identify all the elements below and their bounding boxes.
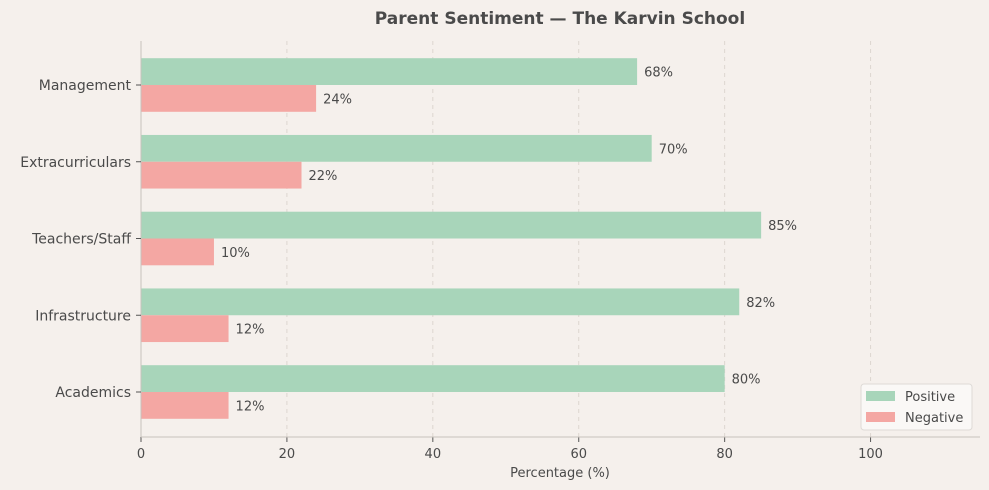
x-tick-label: 40 — [425, 447, 442, 462]
legend: Positive Negative — [860, 383, 973, 431]
data-label: 85% — [768, 219, 797, 234]
legend-swatch — [866, 412, 895, 422]
data-label: 82% — [746, 296, 775, 311]
legend-swatch — [866, 391, 895, 401]
y-tick-label: Infrastructure — [35, 308, 131, 324]
chart-title: Parent Sentiment — The Karvin School — [375, 9, 745, 29]
bar-positive — [141, 365, 725, 392]
bar-negative — [141, 238, 214, 266]
y-tick-label: Teachers/Staff — [31, 232, 131, 248]
data-label: 68% — [644, 66, 673, 81]
y-tick-label: Management — [39, 78, 132, 94]
bar-positive — [141, 288, 740, 316]
data-label: 12% — [236, 399, 265, 414]
x-tick-label: 60 — [570, 447, 587, 462]
legend-label: Negative — [905, 411, 963, 426]
bar-negative — [141, 161, 302, 189]
data-label: 24% — [323, 92, 352, 107]
x-tick-label: 80 — [716, 447, 733, 462]
data-label: 70% — [659, 142, 688, 157]
bar-positive — [141, 58, 638, 85]
x-tick-label: 100 — [858, 447, 883, 462]
data-label: 22% — [309, 169, 338, 184]
bar-positive — [141, 134, 652, 162]
bar-negative — [141, 85, 317, 112]
data-label: 12% — [236, 323, 265, 338]
bar-negative — [141, 315, 229, 343]
y-tick-label: Academics — [55, 385, 131, 401]
x-tick-label: 20 — [279, 447, 296, 462]
bar-positive — [141, 211, 762, 239]
data-label: 80% — [732, 373, 761, 388]
data-label: 10% — [221, 246, 250, 261]
x-axis-label: Percentage (%) — [510, 466, 610, 481]
legend-label: Positive — [905, 390, 955, 405]
bar-negative — [141, 392, 229, 419]
x-tick-label: 0 — [137, 447, 145, 462]
y-tick-label: Extracurriculars — [20, 155, 131, 171]
